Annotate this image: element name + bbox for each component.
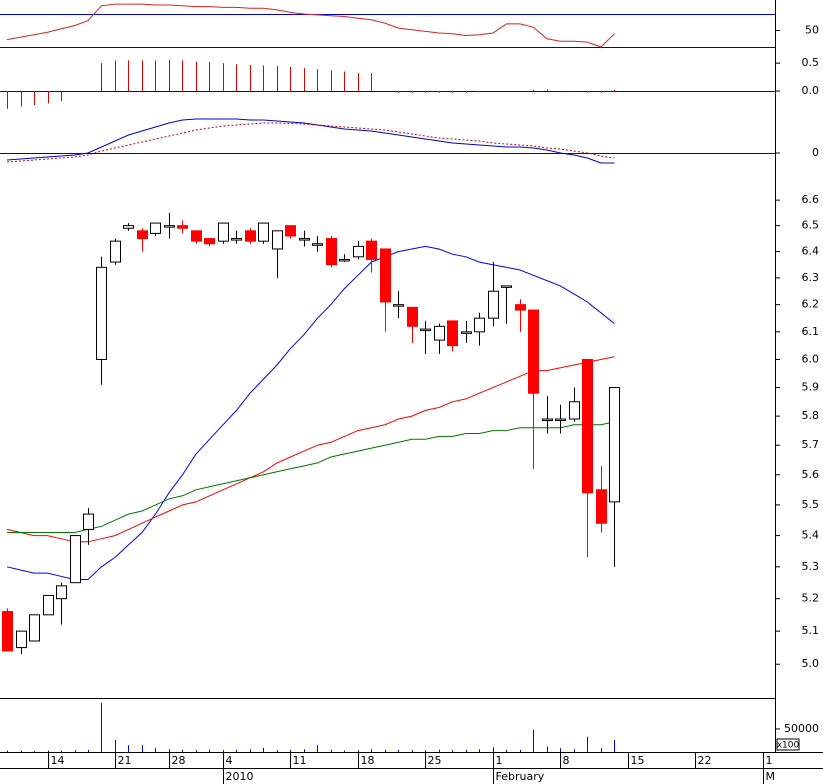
unit-box bbox=[776, 738, 800, 751]
x-tick-label: 28 bbox=[172, 754, 186, 767]
x-tick-label: 18 bbox=[361, 754, 375, 767]
candle-body bbox=[393, 304, 404, 307]
y-tick-label: 6.0 bbox=[802, 352, 820, 365]
candle-body bbox=[56, 585, 67, 600]
candle-body bbox=[96, 266, 107, 360]
candle-body bbox=[150, 222, 161, 234]
x-tick-label: 14 bbox=[51, 754, 65, 767]
x-tick-label: 15 bbox=[631, 754, 645, 767]
candle-body bbox=[272, 230, 283, 250]
x-tick-label: 25 bbox=[428, 754, 442, 767]
y-tick-label: 50 bbox=[805, 24, 819, 37]
y-tick-label: 0.0 bbox=[802, 84, 820, 97]
indicator-line bbox=[6, 245, 615, 580]
candle-body bbox=[609, 387, 620, 503]
candle-body bbox=[83, 513, 94, 530]
indicator-line bbox=[7, 421, 615, 533]
candle-body bbox=[164, 225, 175, 228]
candle-body bbox=[528, 309, 539, 394]
x-tick-label: 21 bbox=[118, 754, 132, 767]
candle-body bbox=[204, 238, 215, 245]
candle-body bbox=[434, 325, 445, 341]
candle-body bbox=[474, 317, 485, 333]
x-tick-label: 8 bbox=[563, 754, 570, 767]
indicator-line bbox=[6, 356, 615, 543]
y-tick-label: 5.7 bbox=[802, 438, 820, 451]
candle-body bbox=[461, 331, 472, 334]
y-tick-label: 6.1 bbox=[802, 325, 820, 338]
candle-body bbox=[285, 225, 296, 237]
y-tick-label: 6.3 bbox=[802, 271, 820, 284]
candle-body bbox=[569, 401, 580, 420]
candle-body bbox=[501, 285, 512, 288]
candle-body bbox=[542, 418, 553, 422]
y-tick-label: 50000 bbox=[784, 722, 819, 735]
y-tick-label: 5.2 bbox=[802, 592, 820, 605]
month-label: M bbox=[766, 770, 776, 783]
candle-body bbox=[258, 222, 269, 242]
indicator-line bbox=[6, 3, 615, 48]
candle-body bbox=[70, 535, 81, 584]
month-label: 2010 bbox=[226, 770, 254, 783]
y-tick-label: 5.6 bbox=[802, 468, 820, 481]
candle-body bbox=[596, 489, 607, 524]
indicator-line bbox=[6, 118, 615, 164]
y-tick-label: 5.4 bbox=[802, 529, 820, 542]
y-tick-label: 0 bbox=[812, 146, 819, 159]
candle-body bbox=[447, 320, 458, 347]
x-tick-label: 11 bbox=[293, 754, 307, 767]
candle-body bbox=[29, 614, 40, 642]
candle-body bbox=[299, 238, 310, 241]
y-tick-label: 5.0 bbox=[802, 657, 820, 670]
candle-body bbox=[110, 240, 121, 263]
y-tick-label: 6.5 bbox=[802, 219, 820, 232]
candle-body bbox=[582, 358, 593, 494]
candle-body bbox=[515, 304, 526, 311]
y-tick-label: 5.8 bbox=[802, 409, 820, 422]
candle-body bbox=[420, 328, 431, 332]
candle-body bbox=[555, 418, 566, 422]
candle-body bbox=[488, 290, 499, 319]
unit-label: x100 bbox=[777, 741, 800, 751]
candle-body bbox=[353, 245, 364, 258]
y-tick-label: 5.1 bbox=[802, 624, 820, 637]
candle-body bbox=[366, 240, 377, 260]
candle-body bbox=[218, 222, 229, 242]
month-label: February bbox=[496, 770, 545, 783]
y-tick-label: 6.2 bbox=[802, 298, 820, 311]
candle-body bbox=[326, 238, 337, 266]
candle-body bbox=[339, 258, 350, 262]
y-tick-label: 6.4 bbox=[802, 245, 820, 258]
y-tick-label: 5.9 bbox=[802, 381, 820, 394]
y-tick-label: 0.5 bbox=[802, 56, 820, 69]
x-tick-label: 4 bbox=[226, 754, 233, 767]
candle-body bbox=[407, 306, 418, 327]
y-tick-label: 5.5 bbox=[802, 498, 820, 511]
candle-body bbox=[380, 248, 391, 303]
x-tick-label: 1 bbox=[496, 754, 503, 767]
candle-body bbox=[245, 230, 256, 242]
candle-body bbox=[191, 230, 202, 242]
candle-body bbox=[2, 611, 13, 652]
candle-body bbox=[43, 594, 54, 616]
candle-body bbox=[177, 225, 188, 229]
candle-body bbox=[16, 630, 27, 649]
candle-body bbox=[137, 230, 148, 240]
x-tick-label: 22 bbox=[698, 754, 712, 767]
candle-body bbox=[231, 238, 242, 241]
x-tick-label: 1 bbox=[766, 754, 773, 767]
y-tick-label: 6.6 bbox=[802, 193, 820, 206]
candle-body bbox=[312, 243, 323, 246]
candle-body bbox=[123, 225, 134, 229]
y-tick-label: 5.3 bbox=[802, 560, 820, 573]
